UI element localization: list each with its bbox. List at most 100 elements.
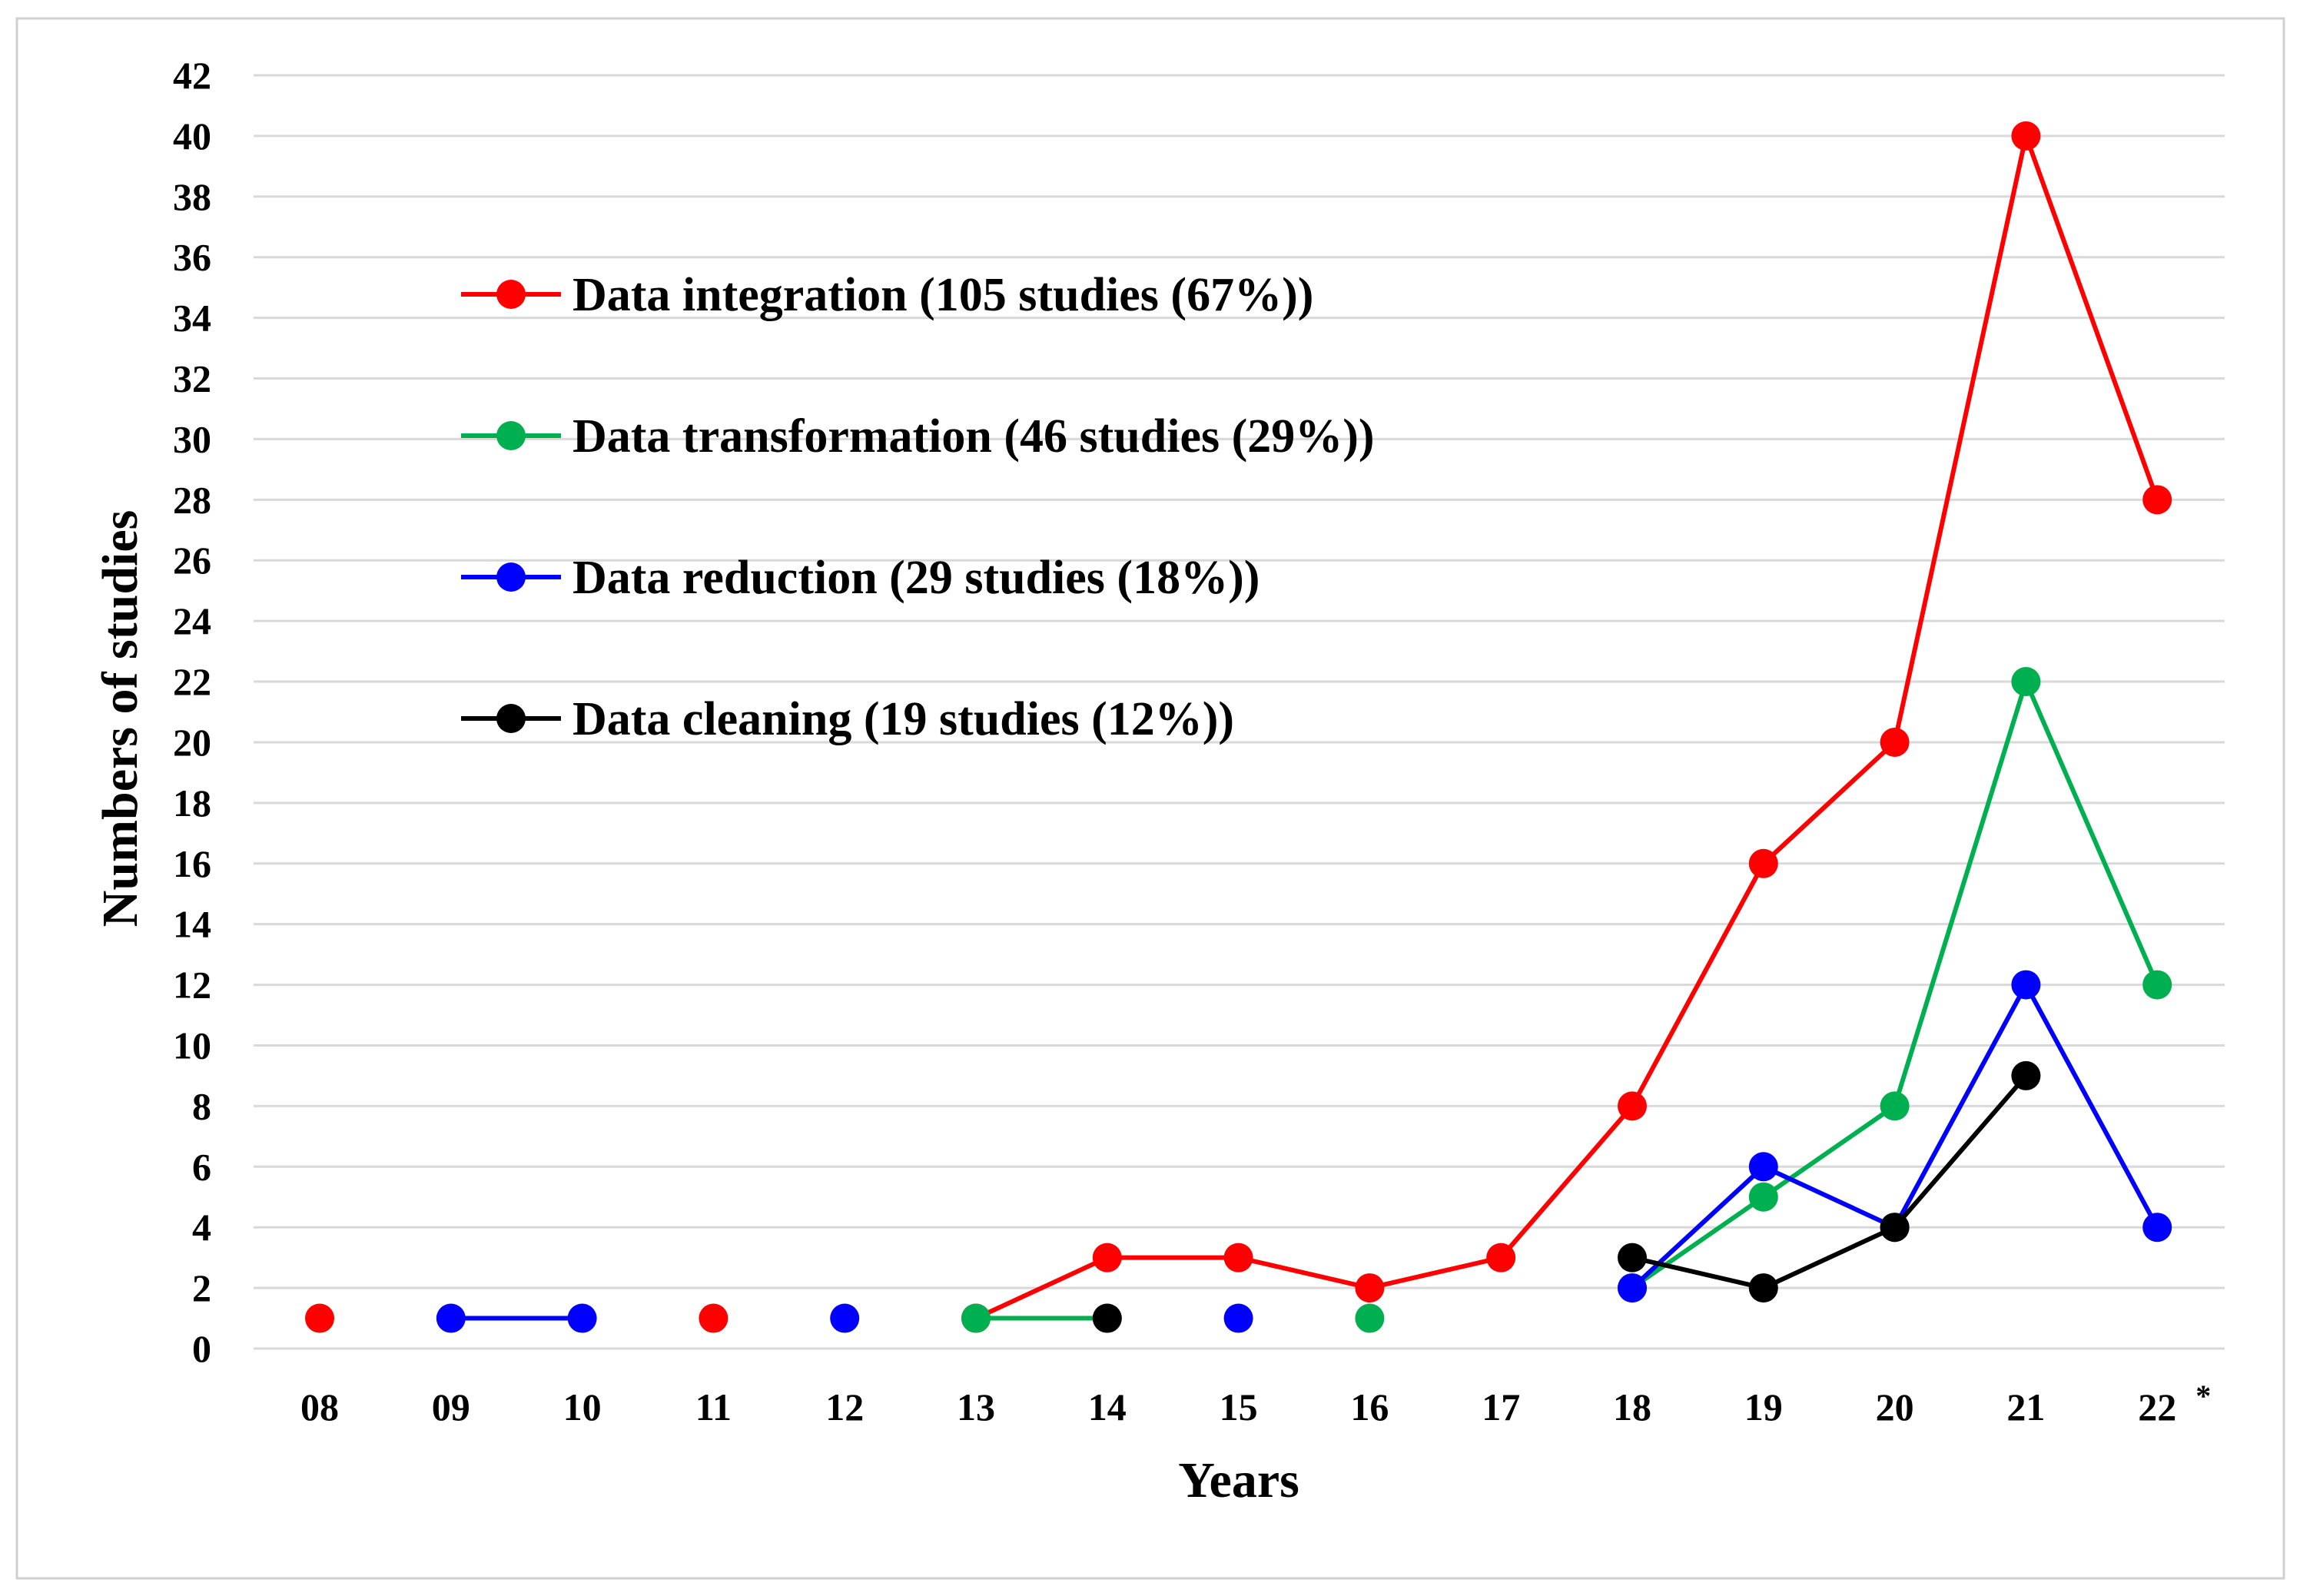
y-tick-label: 30 [173, 417, 211, 460]
y-tick-label: 34 [173, 297, 211, 340]
legend-label: Data integration (105 studies (67%)) [573, 269, 1313, 321]
data-point [1748, 848, 1778, 878]
series-line-segment [2023, 680, 2159, 986]
series-line-segment [1631, 1255, 1764, 1291]
y-tick-label: 26 [173, 539, 211, 582]
data-point [699, 1303, 728, 1333]
series-line-segment [1761, 740, 1897, 865]
y-tick-label: 36 [173, 236, 211, 279]
y-tick-label: 42 [173, 54, 211, 97]
chart-frame [15, 17, 2285, 1580]
data-point [567, 1303, 597, 1333]
series-line-segment [1762, 1225, 1896, 1290]
legend-swatch-marker [496, 562, 526, 592]
x-tick-label: 18 [1613, 1385, 1651, 1428]
data-point [1748, 1273, 1778, 1303]
y-axis-title: Numbers of studies [92, 510, 148, 927]
series-group [436, 970, 2172, 1333]
x-tick-note: * [2195, 1379, 2211, 1413]
data-point [1880, 727, 1910, 757]
x-tick-label: 22 [2138, 1385, 2176, 1428]
data-point [2142, 485, 2172, 515]
y-tick-label: 0 [192, 1327, 211, 1370]
x-tick-label: 19 [1744, 1385, 1783, 1428]
y-tick-label: 16 [173, 842, 211, 885]
y-tick-label: 8 [192, 1084, 211, 1127]
data-point [1486, 1243, 1516, 1272]
data-point [436, 1303, 466, 1333]
x-tick-label: 09 [432, 1385, 470, 1428]
y-tick-label: 10 [173, 1024, 211, 1067]
x-tick-label: 11 [695, 1385, 732, 1428]
x-tick-label: 12 [825, 1385, 864, 1428]
series-line-segment [1631, 1195, 1765, 1290]
y-tick-label: 28 [173, 478, 211, 521]
y-tick-label: 32 [173, 357, 211, 400]
series-line-segment [1762, 1164, 1896, 1229]
series-line-segment [1369, 1255, 1502, 1291]
data-point [1223, 1243, 1253, 1272]
data-point [961, 1303, 991, 1333]
x-tick-label: 17 [1482, 1385, 1520, 1428]
series-group [1092, 1060, 2041, 1333]
x-tick-label: 20 [1876, 1385, 1914, 1428]
x-axis-title: Years [1178, 1452, 1299, 1508]
series-line-segment [1630, 862, 1766, 1107]
x-axis-ticks: 08 09 10 11 12 13 14 15 16 17 18 19 20 21 22 * [300, 1379, 2211, 1428]
x-tick-label: 21 [2006, 1385, 2045, 1428]
series-line-segment [2023, 984, 2159, 1229]
legend-swatch-marker [496, 704, 526, 733]
series-line-segment [1630, 1165, 1765, 1290]
series-line-segment [1237, 1255, 1371, 1291]
series-line-segment [1498, 1104, 1635, 1259]
y-tick-label: 2 [192, 1266, 211, 1309]
x-tick-label: 10 [563, 1385, 602, 1428]
legend-swatch-marker [496, 280, 526, 309]
data-point [2142, 1213, 2172, 1243]
data-point [1618, 1091, 1647, 1121]
x-tick-label: 13 [957, 1385, 995, 1428]
y-tick-label: 40 [173, 114, 211, 158]
y-tick-label: 22 [173, 660, 211, 703]
x-tick-label: 16 [1350, 1385, 1389, 1428]
legend-swatch-marker [496, 421, 526, 450]
series-group [961, 667, 2172, 1333]
data-point [1223, 1303, 1253, 1333]
series-group [305, 121, 2172, 1333]
data-point [2011, 667, 2041, 697]
data-point [1092, 1243, 1122, 1272]
data-point [1092, 1303, 1122, 1333]
data-point [1880, 1091, 1910, 1121]
data-point [1748, 1182, 1778, 1212]
data-point [1880, 1213, 1910, 1243]
series-layer [305, 121, 2172, 1333]
data-point [305, 1303, 334, 1333]
series-line-segment [1892, 984, 2029, 1229]
legend-label: Data cleaning (19 studies (12%)) [573, 693, 1234, 745]
y-tick-label: 4 [192, 1206, 211, 1249]
legend-label: Data transformation (46 studies (29%)) [573, 410, 1375, 463]
legend-label: Data reduction (29 studies (18%)) [573, 552, 1260, 604]
y-tick-label: 20 [173, 721, 211, 764]
series-line-segment [1893, 1073, 2028, 1229]
x-tick-label: 15 [1220, 1385, 1258, 1428]
y-tick-label: 14 [173, 903, 211, 946]
series-line-segment [1892, 681, 2029, 1107]
data-point [1355, 1303, 1385, 1333]
y-tick-label: 18 [173, 781, 211, 825]
data-point [1618, 1243, 1647, 1272]
data-point [1355, 1273, 1385, 1303]
x-tick-label: 14 [1088, 1385, 1127, 1428]
y-tick-label: 38 [173, 175, 211, 218]
x-tick-label: 08 [300, 1385, 339, 1428]
data-point [2011, 121, 2041, 151]
series-line-segment [974, 1255, 1109, 1321]
y-tick-label: 12 [173, 964, 211, 1007]
y-tick-label: 6 [192, 1145, 211, 1188]
series-line-segment [1762, 1103, 1897, 1199]
gridlines [254, 74, 2225, 1350]
data-point [2142, 970, 2172, 1000]
